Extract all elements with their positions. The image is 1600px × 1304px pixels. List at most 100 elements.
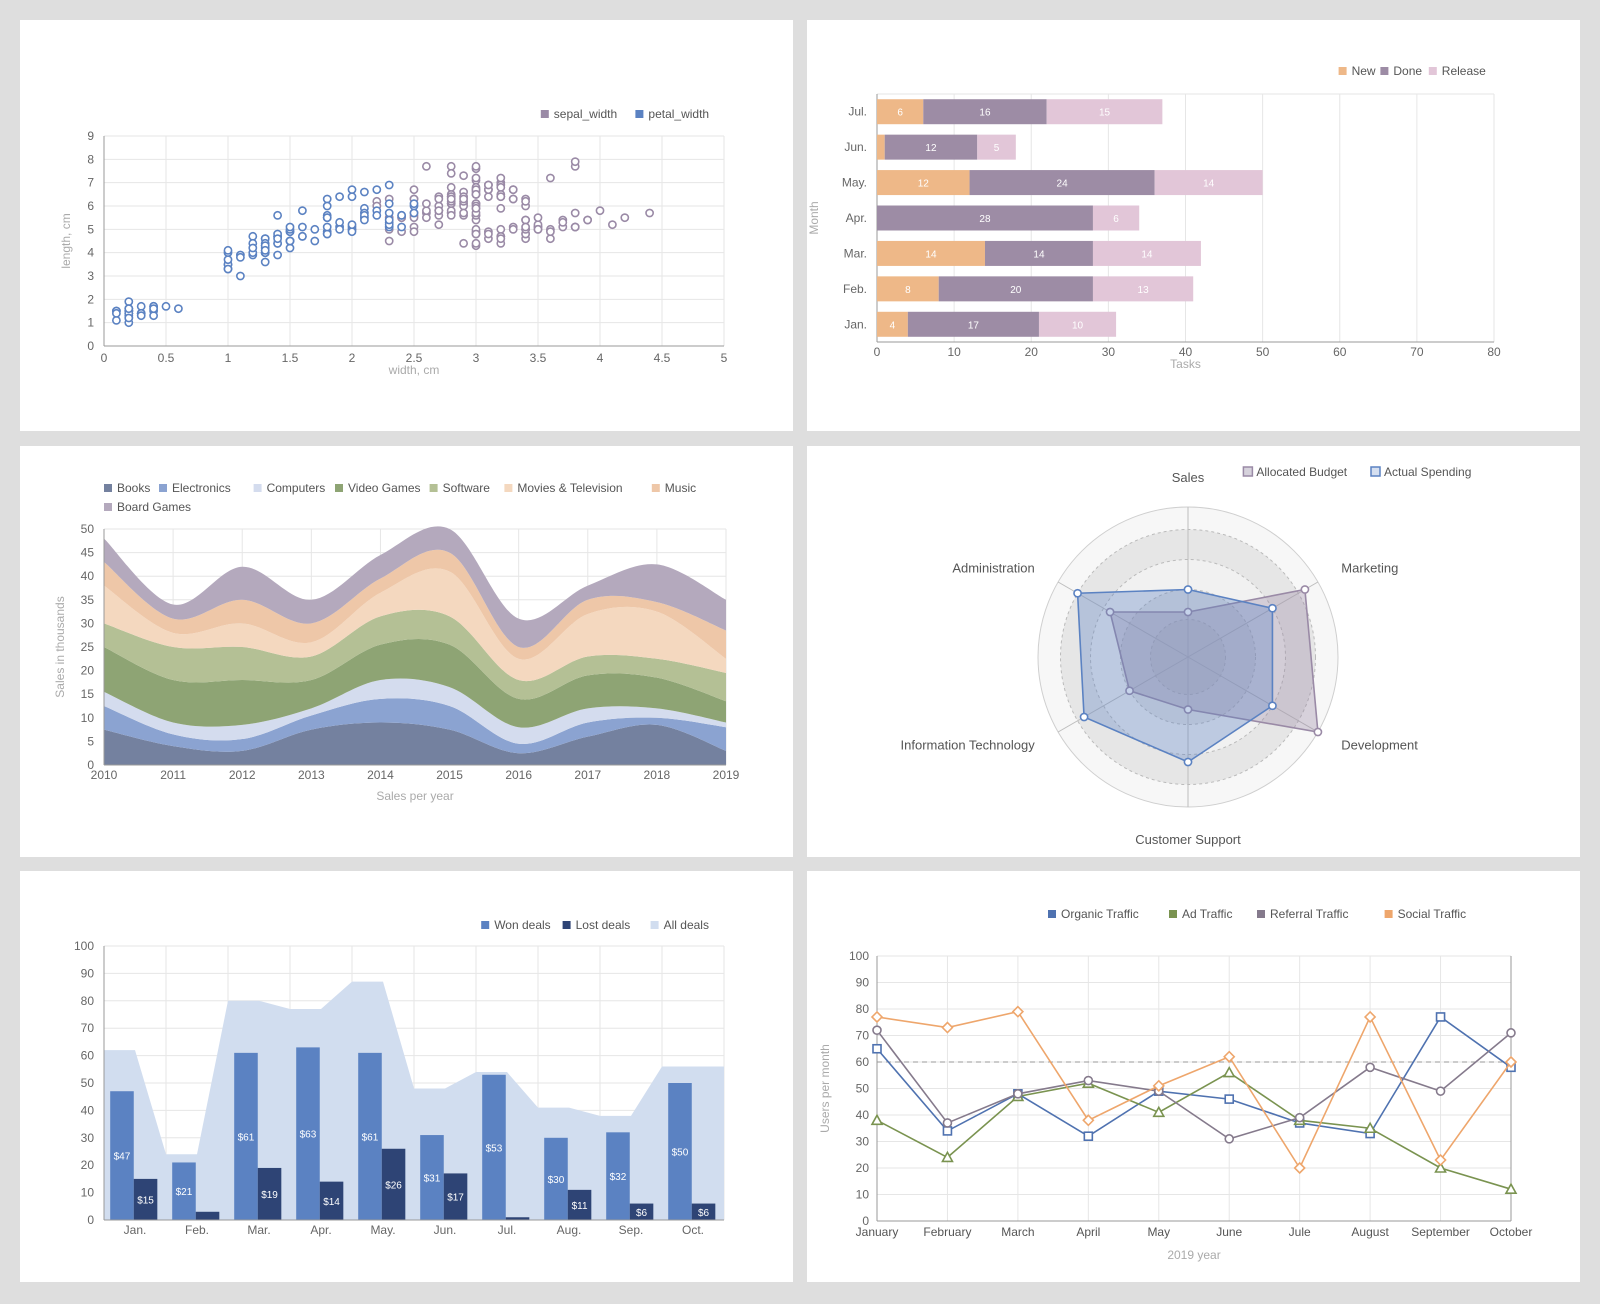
legend-swatch xyxy=(1338,67,1347,75)
y-tick-label: 20 xyxy=(856,1161,870,1175)
scatter-point xyxy=(112,315,121,325)
scatter-point xyxy=(558,217,568,227)
y-tick-label: 2 xyxy=(87,292,94,306)
legend-swatch xyxy=(1380,67,1389,75)
scatter-point xyxy=(149,311,158,321)
scatter-point xyxy=(297,222,307,232)
bar-segment xyxy=(1092,205,1140,231)
bar-value-label: $32 xyxy=(610,1172,627,1183)
y-tick-label: 8 xyxy=(87,152,94,166)
x-tick-label: 80 xyxy=(1487,345,1501,359)
radar-point xyxy=(1313,727,1323,737)
scatter-point xyxy=(223,264,233,274)
y-tick-label: 0 xyxy=(862,1214,869,1228)
traffic-line-chart: 0 10 20 30 40 50 60 70 80 90 100 January February Mar… xyxy=(818,907,1532,1262)
scatter-point xyxy=(384,199,394,209)
x-tick-label: May xyxy=(1147,1225,1170,1239)
y-tick-label: Apr. xyxy=(846,211,867,225)
y-tick-label: 100 xyxy=(849,949,869,963)
scatter-point xyxy=(570,222,580,232)
legend-swatch xyxy=(540,110,549,118)
scatter-point xyxy=(546,234,555,244)
bar-value-label: 14 xyxy=(1141,249,1153,260)
scatter-point xyxy=(483,229,493,239)
won-deal-bar xyxy=(482,1074,506,1220)
y-tick-label: 45 xyxy=(81,546,95,560)
legend-label: Board Games xyxy=(117,500,191,514)
scatter-point xyxy=(533,213,543,223)
scatter-point xyxy=(297,231,307,241)
legend-swatch xyxy=(253,484,262,492)
bar-segment xyxy=(923,99,1047,125)
scatter-point xyxy=(136,301,146,311)
y-tick-label: 25 xyxy=(81,640,95,654)
radar-spoke xyxy=(1057,656,1189,733)
bar-value-label: $17 xyxy=(447,1193,464,1204)
y-tick-label: 30 xyxy=(81,1131,95,1145)
bar-segment xyxy=(907,311,1039,337)
bar-value-label: $31 xyxy=(424,1174,441,1185)
bar-value-label: 12 xyxy=(925,143,937,154)
x-tick-label: 0.5 xyxy=(158,351,175,365)
bar-value-label: $19 xyxy=(261,1190,278,1201)
scatter-point xyxy=(161,301,171,311)
radar-axis-label: Administration xyxy=(952,561,1034,576)
y-tick-label: 0 xyxy=(87,758,94,772)
line-point-triangle xyxy=(1434,1161,1447,1173)
y-tick-label: 5 xyxy=(87,222,94,236)
scatter-point xyxy=(533,224,543,234)
x-tick-label: Jule xyxy=(1289,1225,1311,1239)
scatter-point xyxy=(434,220,444,230)
area-series xyxy=(104,568,726,682)
legend-label: Computers xyxy=(267,481,326,495)
area-series xyxy=(104,698,726,754)
scatter-point xyxy=(421,206,431,216)
won-deal-bar xyxy=(358,1052,382,1220)
bar-value-label: 14 xyxy=(1033,249,1045,260)
legend-label: Video Games xyxy=(348,481,421,495)
x-tick-label: 2011 xyxy=(160,768,186,782)
scatter-point xyxy=(223,255,233,265)
lost-deal-bar xyxy=(319,1181,344,1220)
legend-swatch xyxy=(1257,910,1265,918)
legend-label: Music xyxy=(665,481,696,495)
scatter-point xyxy=(570,208,580,218)
bar-value-label: 24 xyxy=(1057,179,1069,190)
x-tick-label: 60 xyxy=(1333,345,1347,359)
x-tick-label: 2012 xyxy=(229,768,256,782)
x-tick-label: 4 xyxy=(597,351,604,365)
x-tick-label: 2 xyxy=(349,351,356,365)
legend-label: Actual Spending xyxy=(1384,465,1471,479)
scatter-point xyxy=(521,196,530,206)
scatter-point xyxy=(421,199,431,209)
line-point-diamond xyxy=(1504,1055,1518,1069)
legend-label: sepal_width xyxy=(554,107,617,121)
area-series xyxy=(104,609,726,702)
x-axis-label: Sales per year xyxy=(376,789,453,803)
series-line xyxy=(876,1029,1512,1140)
lost-deal-bar xyxy=(691,1203,716,1220)
lost-deal-bar xyxy=(443,1173,468,1220)
line-point-diamond xyxy=(1152,1079,1165,1092)
y-tick-label: 3 xyxy=(87,269,94,283)
radar-axis-label: Sales xyxy=(1172,470,1205,485)
y-tick-label: 50 xyxy=(81,522,95,536)
y-axis-label: Month xyxy=(807,201,821,234)
scatter-point xyxy=(136,311,146,321)
x-tick-label: Apr. xyxy=(310,1223,331,1237)
scatter-point xyxy=(508,224,518,234)
y-tick-label: 6 xyxy=(87,199,94,213)
radar-point xyxy=(1125,686,1134,696)
bar-value-label: 12 xyxy=(918,179,930,190)
traffic-panel: 0 10 20 30 40 50 60 70 80 90 100 January February Mar… xyxy=(807,871,1580,1282)
scatter-point xyxy=(322,222,332,232)
legend-label: All deals xyxy=(664,918,709,932)
x-tick-label: Aug. xyxy=(557,1223,582,1237)
line-point-square xyxy=(872,1043,882,1054)
scatter-point xyxy=(347,227,357,237)
scatter-point xyxy=(409,208,419,218)
scatter-point xyxy=(496,234,506,244)
x-tick-label: May. xyxy=(370,1223,395,1237)
line-point-triangle xyxy=(1152,1105,1166,1118)
scatter-point xyxy=(421,161,431,171)
